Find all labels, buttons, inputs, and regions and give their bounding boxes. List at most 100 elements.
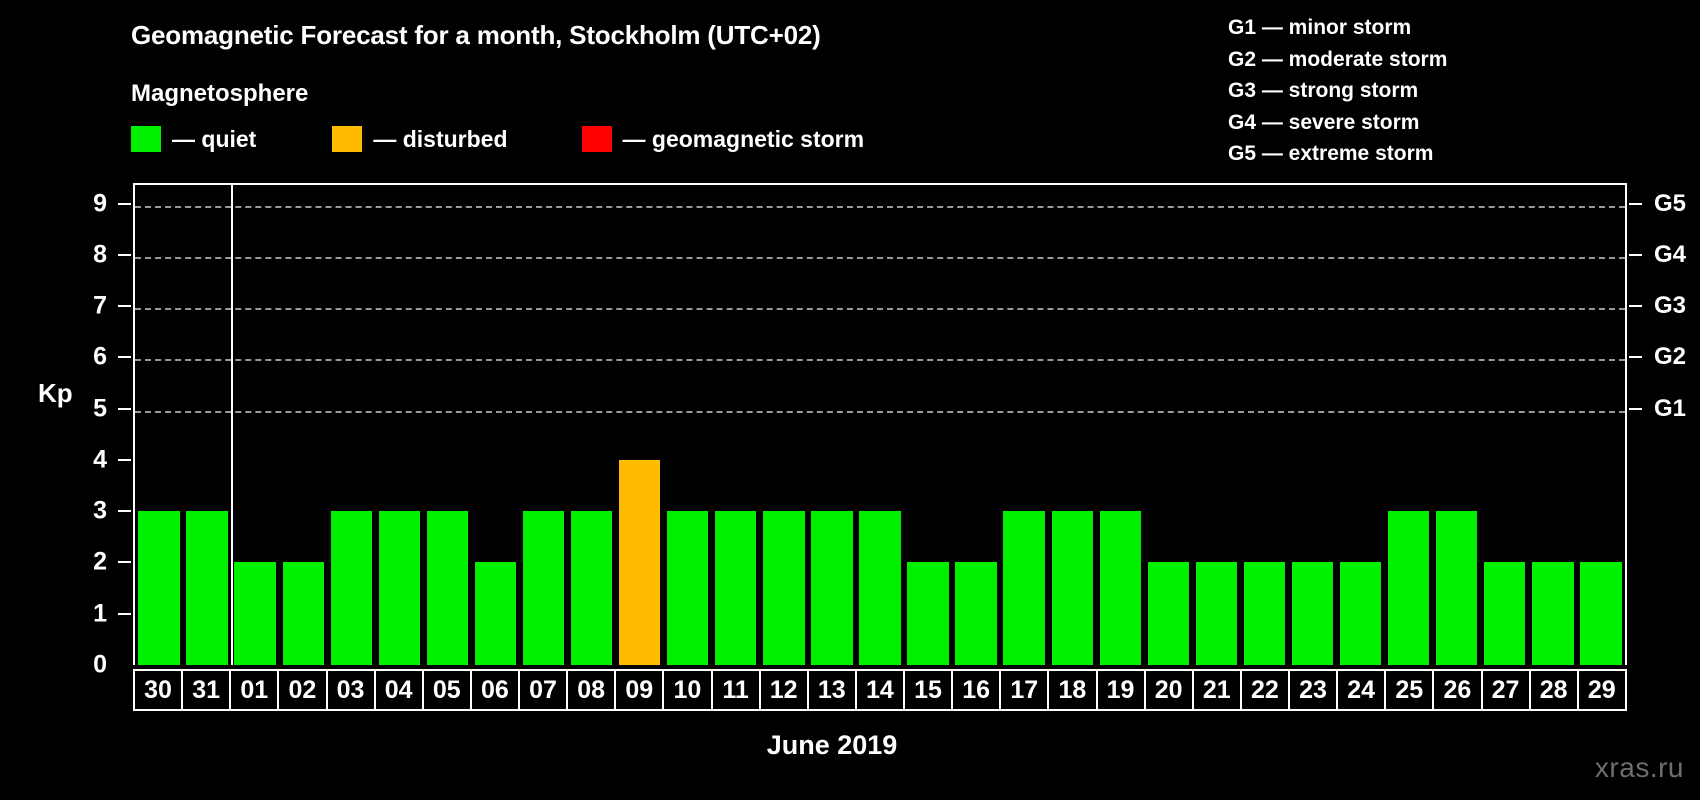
- bar-slot[interactable]: [904, 185, 952, 665]
- day-label-06[interactable]: 06: [469, 669, 520, 711]
- kp-tick-label-6: 6: [93, 342, 107, 371]
- bar-slot[interactable]: [135, 185, 183, 665]
- bar-day-07[interactable]: [522, 511, 565, 665]
- bar-day-10[interactable]: [667, 511, 709, 665]
- day-label-27[interactable]: 27: [1480, 669, 1531, 711]
- bar-slot[interactable]: [856, 185, 904, 665]
- bar-day-13[interactable]: [811, 511, 853, 665]
- bar-slot[interactable]: [1577, 185, 1625, 665]
- bar-slot[interactable]: [1481, 185, 1529, 665]
- bar-slot[interactable]: [664, 185, 712, 665]
- bar-slot[interactable]: [1433, 185, 1481, 665]
- day-label-31[interactable]: 31: [181, 669, 232, 711]
- bar-slot[interactable]: [231, 185, 279, 665]
- day-label-28[interactable]: 28: [1528, 669, 1579, 711]
- day-label-02[interactable]: 02: [277, 669, 328, 711]
- bar-slot[interactable]: [327, 185, 375, 665]
- day-label-10[interactable]: 10: [662, 669, 713, 711]
- bar-day-05[interactable]: [426, 511, 469, 665]
- day-label-25[interactable]: 25: [1384, 669, 1435, 711]
- bar-day-03[interactable]: [330, 511, 372, 665]
- kp-tick-mark: [118, 510, 131, 513]
- day-label-17[interactable]: 17: [999, 669, 1050, 711]
- bar-day-31[interactable]: [186, 511, 228, 665]
- bar-slot[interactable]: [1192, 185, 1240, 665]
- bar-day-24[interactable]: [1339, 562, 1382, 665]
- bar-day-23[interactable]: [1291, 562, 1334, 665]
- bar-day-19[interactable]: [1099, 511, 1141, 665]
- day-label-03[interactable]: 03: [325, 669, 376, 711]
- day-label-07[interactable]: 07: [518, 669, 569, 711]
- kp-tick-mark: [118, 407, 131, 410]
- bar-slot[interactable]: [1096, 185, 1144, 665]
- bar-day-30[interactable]: [138, 511, 180, 665]
- day-label-16[interactable]: 16: [951, 669, 1002, 711]
- day-label-13[interactable]: 13: [806, 669, 857, 711]
- bar-day-16[interactable]: [955, 562, 997, 665]
- bar-slot[interactable]: [1144, 185, 1192, 665]
- bar-day-06[interactable]: [474, 562, 517, 665]
- day-label-23[interactable]: 23: [1288, 669, 1339, 711]
- bar-slot[interactable]: [1240, 185, 1288, 665]
- bar-slot[interactable]: [1385, 185, 1433, 665]
- day-label-15[interactable]: 15: [903, 669, 954, 711]
- bar-day-17[interactable]: [1003, 511, 1045, 665]
- bar-day-15[interactable]: [907, 562, 949, 665]
- day-label-19[interactable]: 19: [1095, 669, 1146, 711]
- day-label-11[interactable]: 11: [710, 669, 761, 711]
- day-label-22[interactable]: 22: [1239, 669, 1290, 711]
- bar-day-12[interactable]: [763, 511, 805, 665]
- day-label-09[interactable]: 09: [614, 669, 665, 711]
- day-label-26[interactable]: 26: [1432, 669, 1483, 711]
- bar-slot[interactable]: [712, 185, 760, 665]
- gscale-key-line-g2: G2 — moderate storm: [1228, 47, 1448, 71]
- bar-slot[interactable]: [183, 185, 231, 665]
- kp-tick-mark: [118, 202, 131, 205]
- day-label-30[interactable]: 30: [133, 669, 184, 711]
- bar-slot[interactable]: [568, 185, 616, 665]
- bar-day-28[interactable]: [1532, 562, 1574, 665]
- bar-day-02[interactable]: [282, 562, 324, 665]
- day-label-24[interactable]: 24: [1336, 669, 1387, 711]
- day-label-05[interactable]: 05: [421, 669, 472, 711]
- bar-slot[interactable]: [1337, 185, 1385, 665]
- bar-slot[interactable]: [1000, 185, 1048, 665]
- bar-day-04[interactable]: [378, 511, 420, 665]
- day-label-08[interactable]: 08: [566, 669, 617, 711]
- day-label-21[interactable]: 21: [1191, 669, 1242, 711]
- bar-slot[interactable]: [1529, 185, 1577, 665]
- bar-day-26[interactable]: [1436, 511, 1478, 665]
- legend-swatch-quiet: [131, 126, 161, 152]
- day-label-18[interactable]: 18: [1047, 669, 1098, 711]
- day-label-12[interactable]: 12: [758, 669, 809, 711]
- day-label-29[interactable]: 29: [1576, 669, 1627, 711]
- day-label-01[interactable]: 01: [229, 669, 280, 711]
- bar-slot[interactable]: [760, 185, 808, 665]
- bar-day-09[interactable]: [618, 459, 661, 665]
- legend-label-disturbed: — disturbed: [373, 125, 508, 152]
- bar-day-01[interactable]: [234, 562, 276, 665]
- bar-day-11[interactable]: [715, 511, 757, 665]
- bar-day-25[interactable]: [1387, 511, 1430, 665]
- day-label-04[interactable]: 04: [373, 669, 424, 711]
- bar-day-29[interactable]: [1580, 562, 1622, 665]
- bar-slot[interactable]: [279, 185, 327, 665]
- bar-slot[interactable]: [1289, 185, 1337, 665]
- bar-day-14[interactable]: [859, 511, 901, 665]
- day-label-20[interactable]: 20: [1143, 669, 1194, 711]
- bar-slot[interactable]: [375, 185, 423, 665]
- bar-slot[interactable]: [808, 185, 856, 665]
- bar-slot[interactable]: [520, 185, 568, 665]
- bar-slot[interactable]: [1048, 185, 1096, 665]
- bar-day-21[interactable]: [1195, 562, 1238, 665]
- bar-day-27[interactable]: [1484, 562, 1526, 665]
- bar-slot[interactable]: [616, 185, 664, 665]
- bar-slot[interactable]: [423, 185, 471, 665]
- bar-day-22[interactable]: [1243, 562, 1286, 665]
- bar-slot[interactable]: [471, 185, 519, 665]
- bar-day-20[interactable]: [1147, 562, 1189, 665]
- day-label-14[interactable]: 14: [854, 669, 905, 711]
- bar-day-08[interactable]: [570, 511, 613, 665]
- bar-slot[interactable]: [952, 185, 1000, 665]
- bar-day-18[interactable]: [1051, 511, 1093, 665]
